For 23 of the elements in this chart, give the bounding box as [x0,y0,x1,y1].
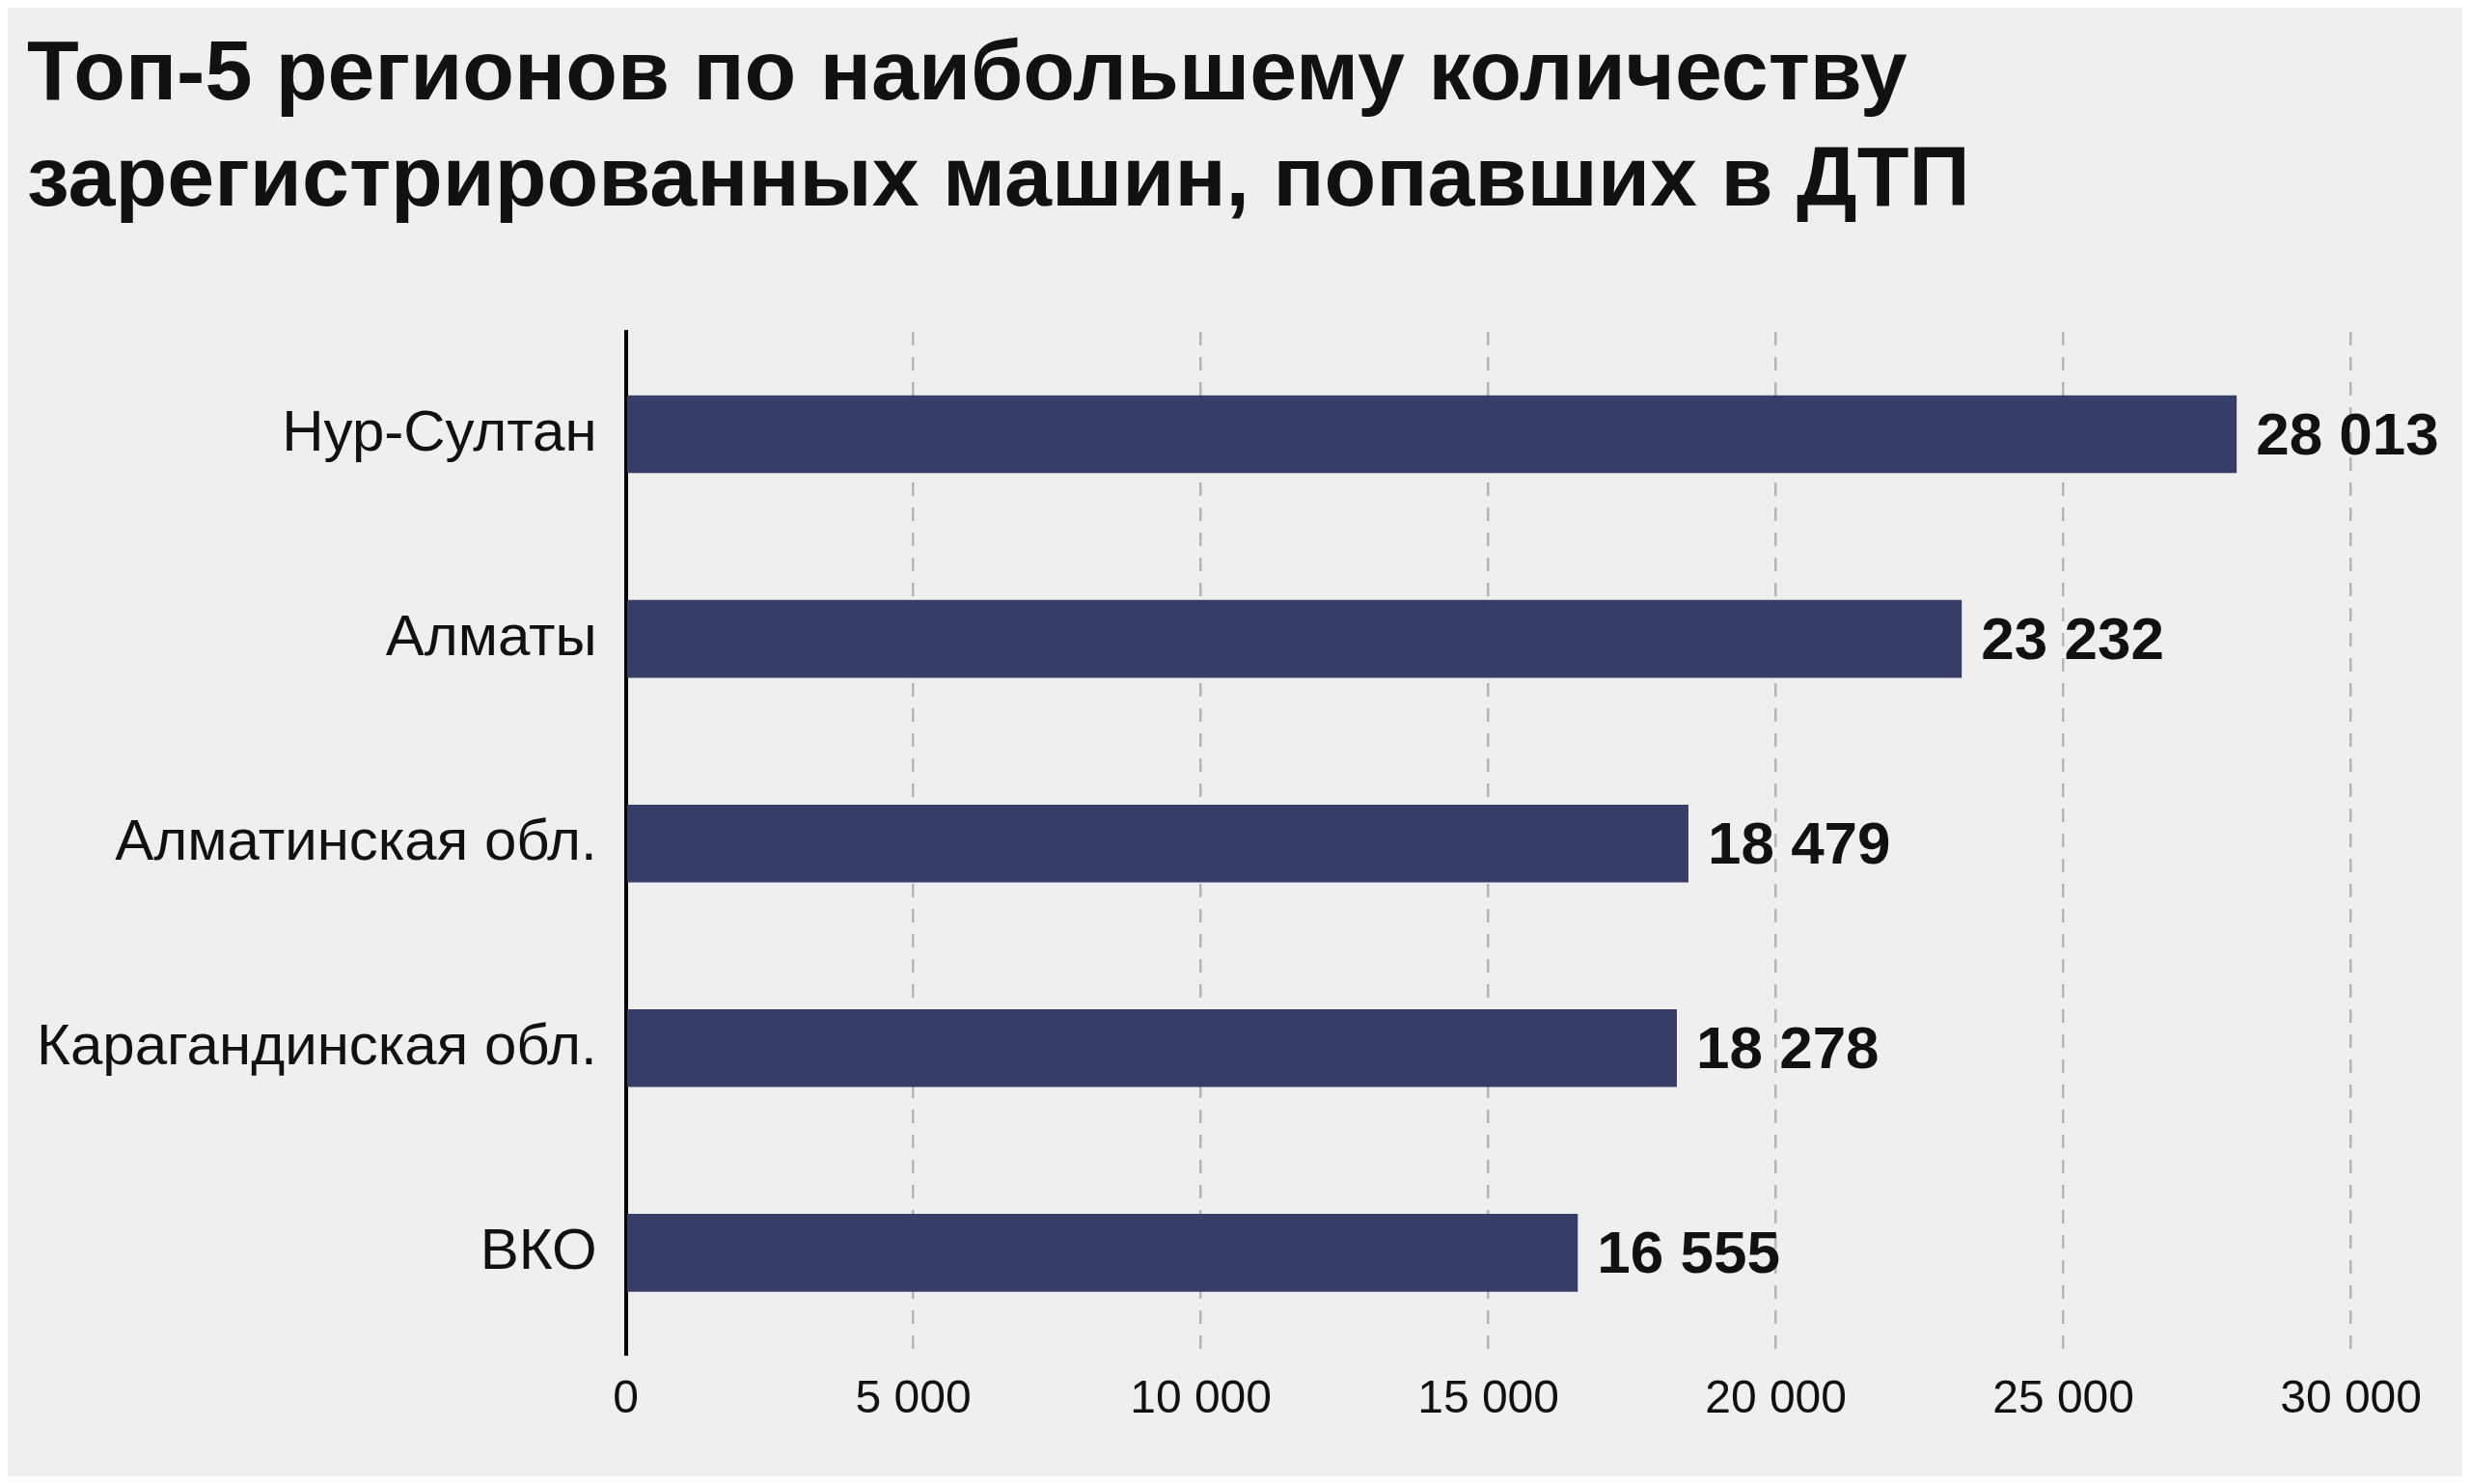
x-tick-label: 30 000 [2280,1371,2422,1423]
y-tick-label: Нур-Султан [282,398,597,463]
bar [626,395,2237,474]
bar [626,1008,1677,1087]
x-tick-label: 25 000 [1992,1371,2134,1423]
data-label: 16 555 [1597,1219,1780,1286]
x-tick-label: 15 000 [1417,1371,1560,1423]
y-tick-label: Алматинская обл. [115,807,597,872]
y-tick-label: ВКО [480,1216,597,1281]
x-tick-label: 5 000 [855,1371,972,1423]
data-label: 28 013 [2256,400,2439,468]
data-label: 18 278 [1695,1014,1880,1082]
data-label: 18 479 [1707,810,1891,877]
x-tick-label: 10 000 [1130,1371,1273,1423]
bar [626,1214,1578,1292]
x-tick-label: 20 000 [1705,1371,1847,1423]
data-label: 23 232 [1981,605,2164,673]
y-tick-label: Карагандинская обл. [37,1011,597,1077]
y-tick-label: Алматы [385,602,597,668]
bar [626,599,1962,678]
x-tick-label: 0 [613,1371,639,1423]
chart-title: Топ-5 регионов по наибольшему количеству зарегистрированных машин, попавших в ДТП [26,21,1971,226]
bar [626,804,1688,883]
